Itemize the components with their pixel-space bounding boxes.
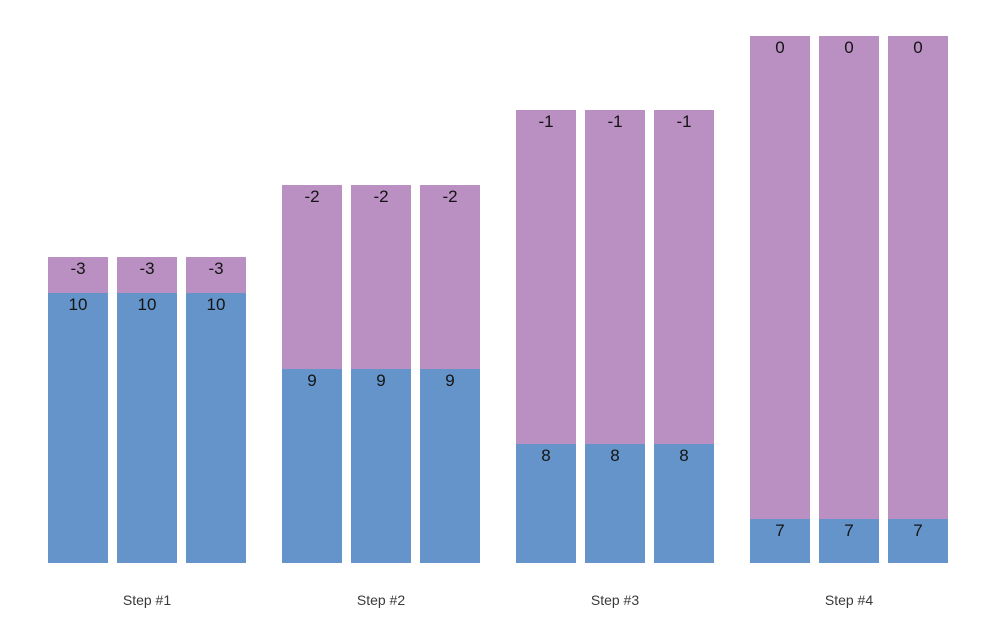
bar-segment-purple: -1 — [585, 110, 645, 444]
purple-segment-value-label: -3 — [208, 259, 224, 278]
blue-segment-value-label: 8 — [610, 446, 620, 465]
blue-segment-value-label: 10 — [206, 295, 226, 314]
bar-segment-purple: -2 — [282, 185, 342, 369]
bar-segment-purple: 0 — [888, 36, 948, 519]
purple-segment-value-label: -2 — [304, 187, 320, 206]
x-axis-category-label: Step #4 — [824, 592, 874, 608]
bar-segment-blue: 7 — [888, 519, 948, 563]
bar-segment-blue: 7 — [750, 519, 810, 563]
blue-segment-value-label: 9 — [445, 371, 455, 390]
purple-segment-value-label: -1 — [607, 112, 623, 131]
bar-segment-blue: 9 — [351, 369, 411, 563]
bar-segment-blue: 10 — [48, 293, 108, 563]
bar-segment-purple: -1 — [516, 110, 576, 444]
purple-segment-value-label: -3 — [139, 259, 155, 278]
blue-segment-value-label: 7 — [775, 521, 785, 540]
purple-segment-value-label: 0 — [844, 38, 854, 57]
bar-segment-purple: -1 — [654, 110, 714, 444]
bar-segment-purple: -2 — [420, 185, 480, 369]
purple-segment-value-label: -2 — [442, 187, 458, 206]
purple-segment-value-label: -1 — [538, 112, 554, 131]
blue-segment-value-label: 9 — [376, 371, 386, 390]
bar-segment-blue: 9 — [282, 369, 342, 563]
x-axis-category-label: Step #3 — [590, 592, 640, 608]
bar-segment-purple: -2 — [351, 185, 411, 369]
bar-segment-blue: 8 — [516, 444, 576, 563]
bar-segment-purple: -3 — [48, 257, 108, 293]
bar-segment-blue: 9 — [420, 369, 480, 563]
blue-segment-value-label: 7 — [913, 521, 923, 540]
bar-segment-blue: 7 — [819, 519, 879, 563]
bar-segment-blue: 10 — [117, 293, 177, 563]
purple-segment-value-label: 0 — [775, 38, 785, 57]
bar-segment-blue: 8 — [654, 444, 714, 563]
bar-segment-purple: -3 — [186, 257, 246, 293]
x-axis-category-label: Step #2 — [356, 592, 406, 608]
blue-segment-value-label: 10 — [137, 295, 157, 314]
bar-segment-blue: 10 — [186, 293, 246, 563]
purple-segment-value-label: -3 — [70, 259, 86, 278]
bar-segment-purple: 0 — [750, 36, 810, 519]
bar-segment-blue: 8 — [585, 444, 645, 563]
blue-segment-value-label: 8 — [679, 446, 689, 465]
bar-segment-purple: -3 — [117, 257, 177, 293]
blue-segment-value-label: 7 — [844, 521, 854, 540]
x-axis-category-label: Step #1 — [122, 592, 172, 608]
blue-segment-value-label: 10 — [68, 295, 88, 314]
bar-segment-purple: 0 — [819, 36, 879, 519]
purple-segment-value-label: -1 — [676, 112, 692, 131]
purple-segment-value-label: -2 — [373, 187, 389, 206]
purple-segment-value-label: 0 — [913, 38, 923, 57]
blue-segment-value-label: 9 — [307, 371, 317, 390]
blue-segment-value-label: 8 — [541, 446, 551, 465]
